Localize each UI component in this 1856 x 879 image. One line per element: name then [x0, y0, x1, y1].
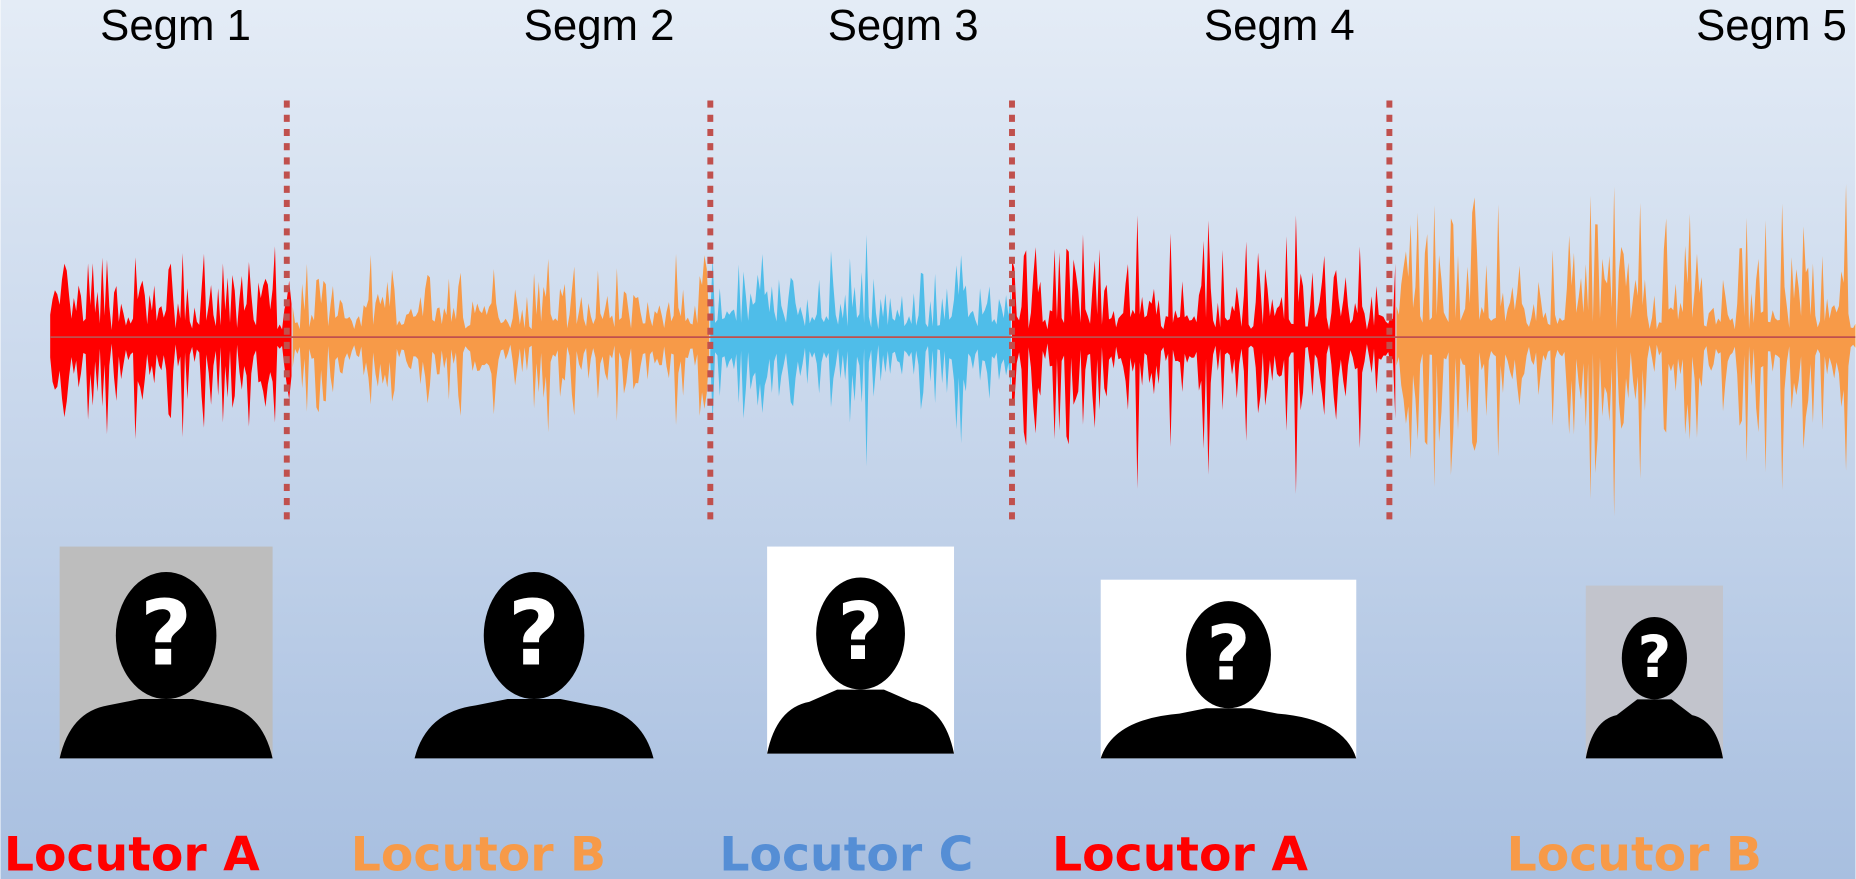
- waveform-segment: [1011, 215, 1396, 494]
- waveform-segment: [292, 253, 710, 433]
- avatar-glyph: ?: [838, 585, 884, 678]
- avatar-glyph: ?: [1206, 609, 1250, 697]
- avatar-glyph: ?: [508, 582, 560, 687]
- avatar-head: [1186, 601, 1271, 709]
- segment-label: Segm 4: [1204, 1, 1355, 50]
- avatar-glyph: ?: [140, 582, 192, 687]
- segment-label: Segm 2: [524, 1, 675, 50]
- segment-label: Segm 5: [1696, 1, 1847, 50]
- avatar-head: [483, 571, 585, 700]
- avatar-head: [115, 571, 217, 700]
- avatar-silhouette: [414, 699, 654, 759]
- speaker-label: Locutor A: [4, 828, 260, 879]
- avatar-silhouette: [1585, 699, 1724, 759]
- waveform-segment: [1396, 183, 1856, 517]
- waveform-segment: [50, 246, 292, 440]
- avatar-glyph: ?: [1637, 623, 1671, 691]
- avatar-silhouette: [1100, 708, 1357, 759]
- speaker-label: Locutor A: [1052, 828, 1308, 879]
- avatar-head: [1621, 616, 1687, 700]
- speaker-label: Locutor B: [351, 828, 606, 879]
- waveform-segment: [710, 234, 1011, 467]
- avatar-silhouette: [59, 699, 273, 759]
- avatar-silhouette: [767, 689, 955, 754]
- segment-label: Segm 3: [828, 1, 979, 50]
- speaker-label: Locutor C: [719, 828, 973, 879]
- speaker-label: Locutor B: [1507, 828, 1762, 879]
- foreground: Segm 1 Locutor A? Segm 2 Locutor B? Segm 3 Lo…: [4, 1, 1847, 879]
- waveform: [50, 183, 1856, 517]
- segment-label: Segm 1: [100, 1, 251, 50]
- avatar-head: [816, 577, 905, 690]
